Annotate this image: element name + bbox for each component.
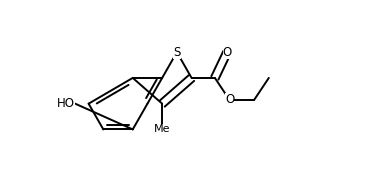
Text: O: O <box>225 93 234 107</box>
Text: O: O <box>223 46 232 59</box>
Text: HO: HO <box>57 97 75 110</box>
Text: Me: Me <box>154 124 171 134</box>
Text: S: S <box>173 46 180 59</box>
